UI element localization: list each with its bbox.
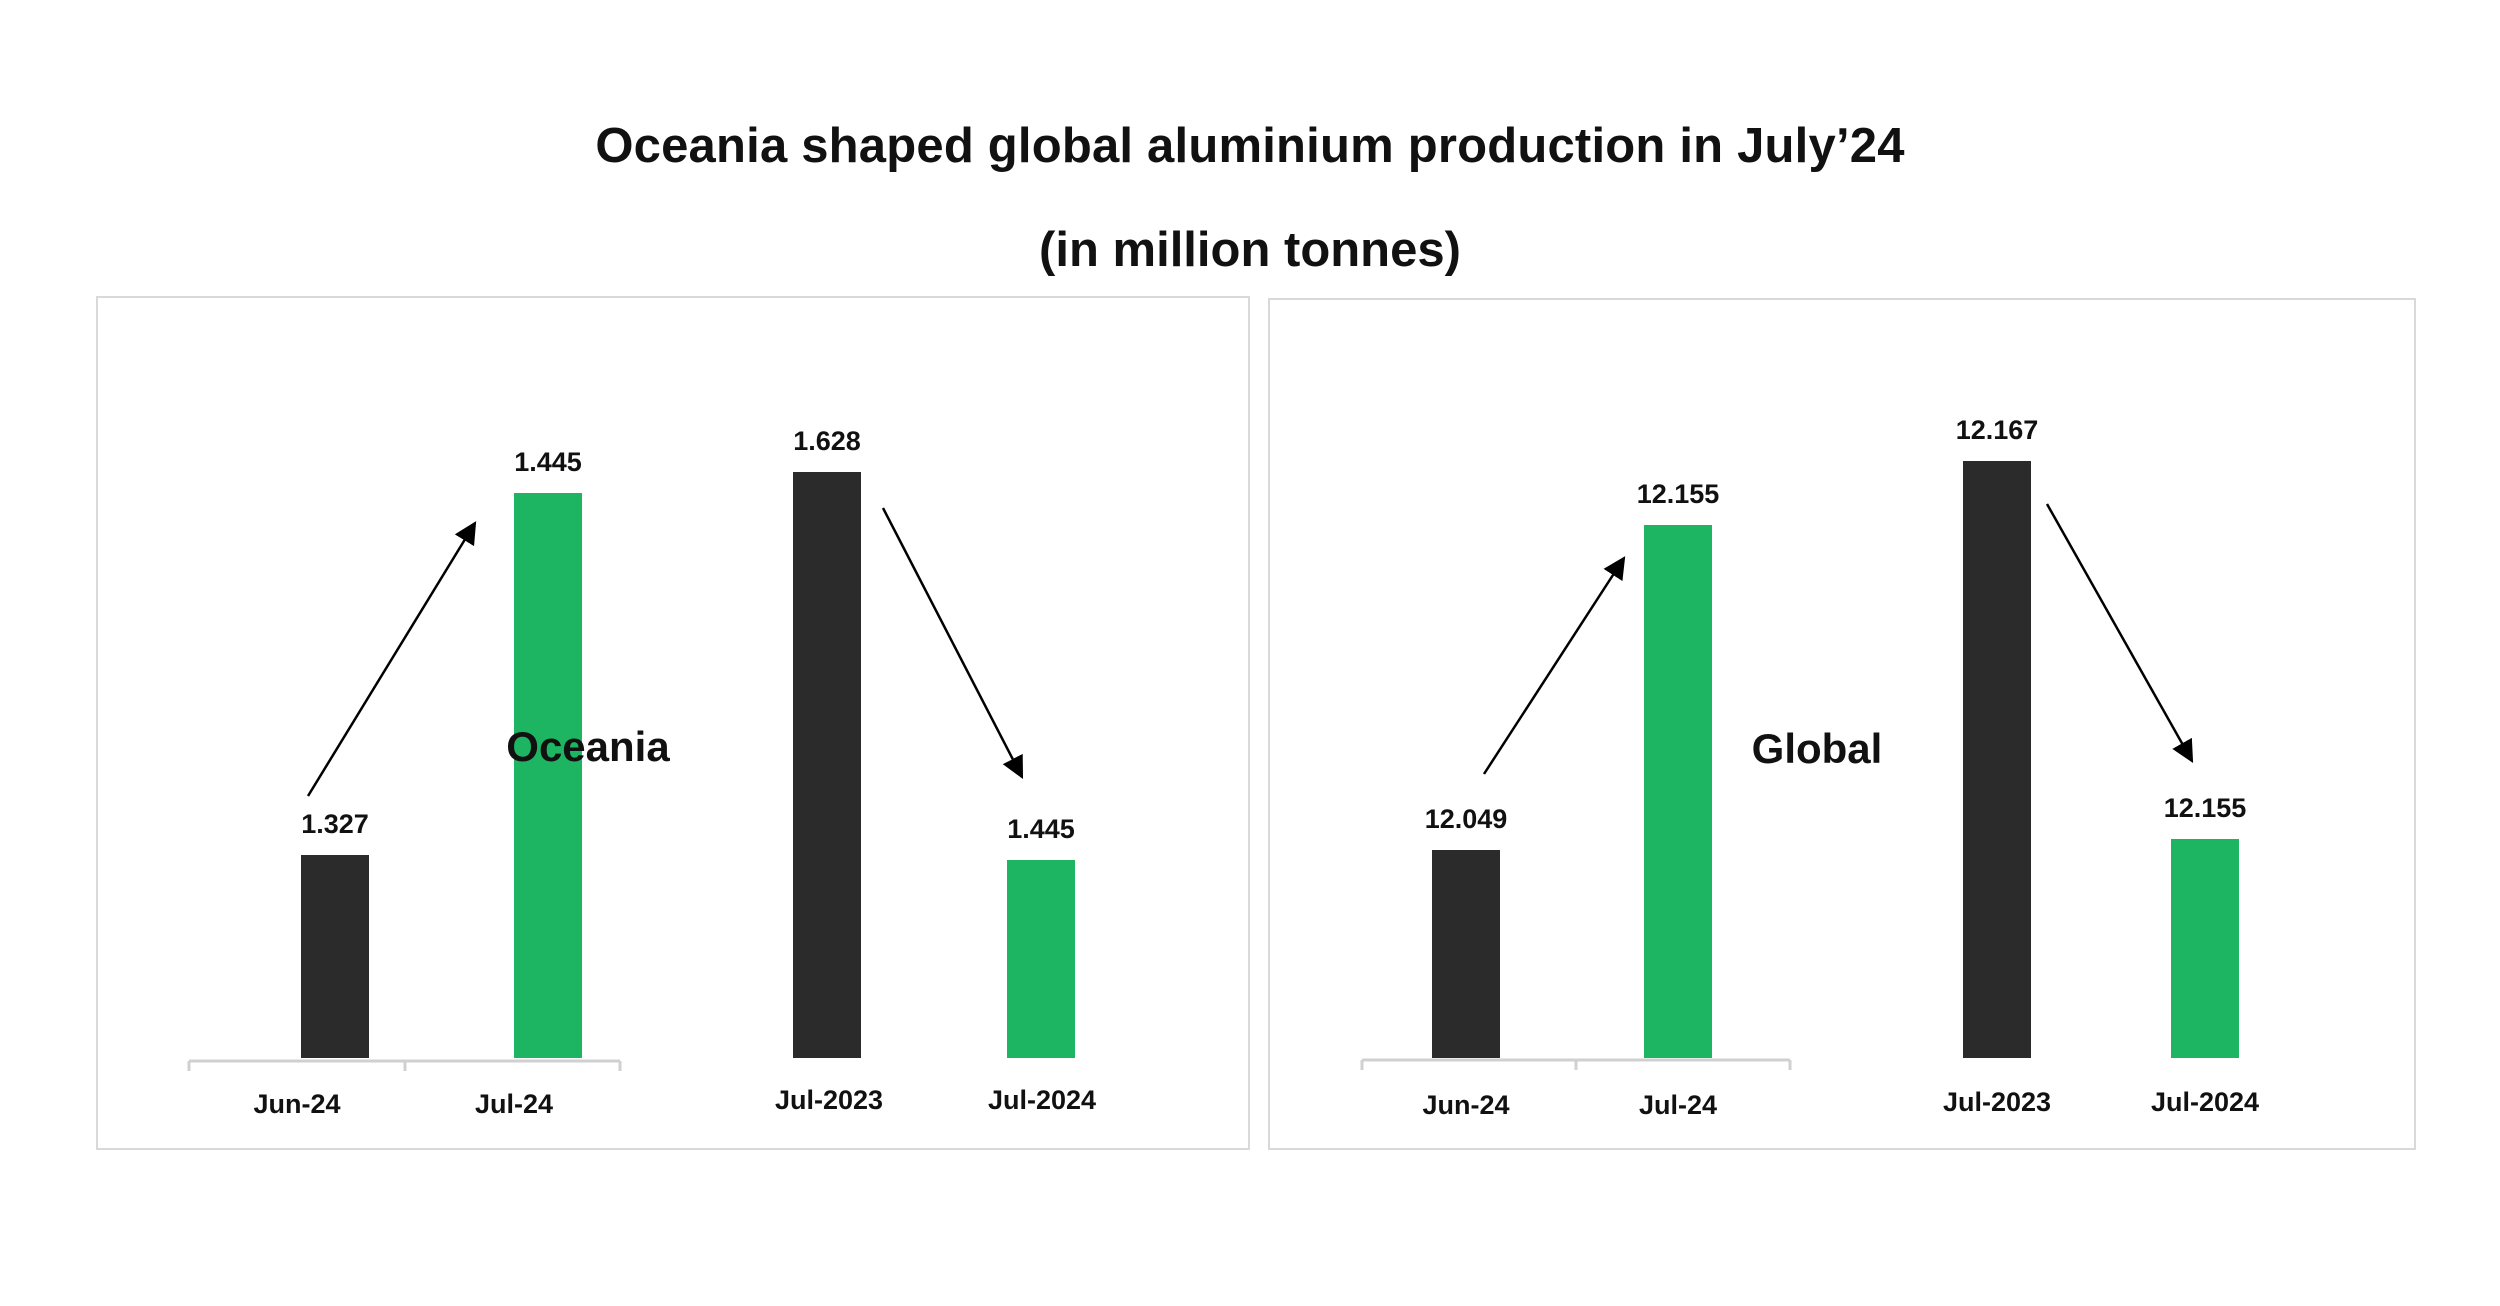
- global-trend-arrow-2: [2045, 503, 2194, 763]
- oceania-bar-jun-24: [301, 855, 369, 1058]
- global-value-label: 12.155: [2164, 793, 2247, 823]
- oceania-bar-jul-24: [514, 493, 582, 1058]
- oceania-category-label: Jul-24: [475, 1089, 553, 1119]
- oceania-value-label: 1.327: [301, 809, 369, 839]
- oceania-category-label: Jul-2024: [988, 1085, 1096, 1115]
- oceania-value-label: 1.445: [1007, 814, 1075, 844]
- global-bar-jun-24: [1432, 850, 1500, 1058]
- global-value-label: 12.049: [1425, 804, 1508, 834]
- oceania-region-label: Oceania: [506, 723, 670, 770]
- oceania-chart: 1.327 Jun-24 1.445 Jul-24 1.628 Jul-2023 1.445…: [187, 426, 1096, 1119]
- global-bar-jul-2024: [2171, 839, 2239, 1058]
- oceania-panel: 1.327 Jun-24 1.445 Jul-24 1.628 Jul-2023 1.445…: [96, 296, 1250, 1150]
- chart-title: Oceania shaped global aluminium producti…: [595, 119, 1905, 173]
- global-value-label: 12.167: [1956, 415, 2039, 445]
- global-value-label: 12.155: [1637, 479, 1720, 509]
- oceania-bar-jul-2023: [793, 472, 861, 1058]
- global-bar-jul-24: [1644, 525, 1712, 1058]
- global-trend-arrow-1: [1482, 556, 1626, 775]
- global-category-label: Jun-24: [1422, 1090, 1509, 1120]
- oceania-category-label: Jul-2023: [775, 1085, 883, 1115]
- oceania-trend-arrow-2: [881, 507, 1024, 779]
- chart-subtitle: (in million tonnes): [1039, 223, 1461, 277]
- oceania-trend-arrow-1: [306, 521, 477, 797]
- global-category-label: Jul-2024: [2151, 1087, 2259, 1117]
- global-panel: 12.049 Jun-24 12.155 Jul-24 12.167 Jul-2023 12…: [1268, 298, 2416, 1150]
- oceania-value-label: 1.628: [793, 426, 861, 456]
- global-chart: 12.049 Jun-24 12.155 Jul-24 12.167 Jul-2023 12…: [1360, 415, 2259, 1120]
- oceania-bar-jul-2024: [1007, 860, 1075, 1058]
- oceania-category-label: Jun-24: [253, 1089, 340, 1119]
- global-bar-jul-2023: [1963, 461, 2031, 1058]
- global-category-label: Jul-2023: [1943, 1087, 2051, 1117]
- global-region-label: Global: [1752, 725, 1883, 772]
- global-category-label: Jul-24: [1639, 1090, 1717, 1120]
- oceania-value-label: 1.445: [514, 447, 582, 477]
